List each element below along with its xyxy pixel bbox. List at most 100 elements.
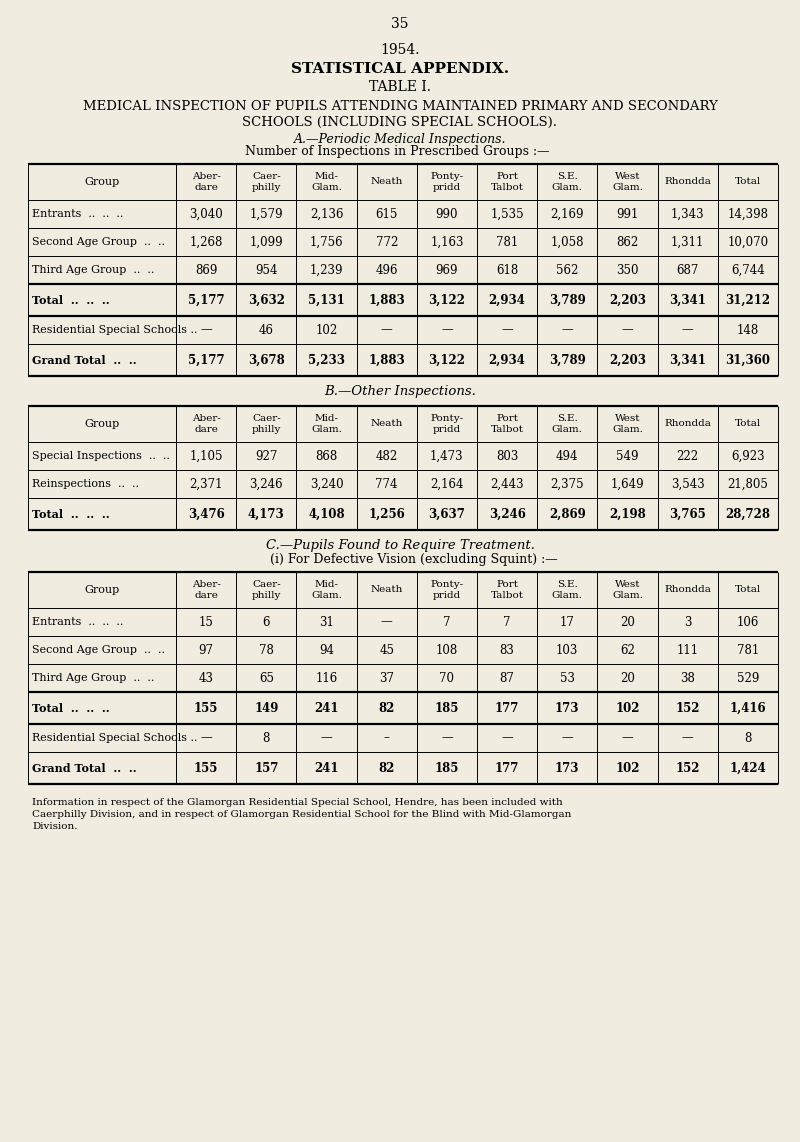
Text: 2,203: 2,203	[609, 293, 646, 306]
Text: 1,105: 1,105	[190, 450, 223, 463]
Text: 31,212: 31,212	[726, 293, 770, 306]
Text: Mid-
Glam.: Mid- Glam.	[311, 580, 342, 600]
Text: 241: 241	[314, 762, 338, 774]
Text: —: —	[682, 732, 694, 745]
Text: 1,256: 1,256	[368, 507, 405, 521]
Text: Aber-
dare: Aber- dare	[192, 415, 221, 434]
Text: 20: 20	[620, 671, 635, 684]
Text: 5,131: 5,131	[308, 293, 345, 306]
Text: 1,883: 1,883	[368, 293, 405, 306]
Text: Port
Talbot: Port Talbot	[490, 172, 524, 192]
Text: STATISTICAL APPENDIX.: STATISTICAL APPENDIX.	[291, 62, 509, 77]
Text: 6,923: 6,923	[731, 450, 765, 463]
Text: 1,239: 1,239	[310, 264, 343, 276]
Text: West
Glam.: West Glam.	[612, 172, 643, 192]
Text: —: —	[200, 323, 212, 337]
Text: 102: 102	[615, 701, 640, 715]
Text: —: —	[562, 323, 573, 337]
Text: 3,476: 3,476	[188, 507, 225, 521]
Text: West
Glam.: West Glam.	[612, 580, 643, 600]
Text: Ponty-
pridd: Ponty- pridd	[430, 580, 463, 600]
Text: 687: 687	[677, 264, 699, 276]
Text: 106: 106	[737, 616, 759, 628]
Text: Grand Total  ..  ..: Grand Total .. ..	[32, 354, 137, 365]
Text: 185: 185	[434, 762, 459, 774]
Text: Total  ..  ..  ..: Total .. .. ..	[32, 295, 110, 306]
Text: —: —	[441, 732, 453, 745]
Text: S.E.
Glam.: S.E. Glam.	[552, 415, 582, 434]
Text: 83: 83	[500, 643, 514, 657]
Text: –: –	[384, 732, 390, 745]
Text: —: —	[562, 732, 573, 745]
Text: 3,789: 3,789	[549, 293, 586, 306]
Text: 3,122: 3,122	[429, 293, 466, 306]
Text: 45: 45	[379, 643, 394, 657]
Text: 8: 8	[262, 732, 270, 745]
Text: 1,311: 1,311	[671, 235, 704, 249]
Text: 3,632: 3,632	[248, 293, 285, 306]
Text: Third Age Group  ..  ..: Third Age Group .. ..	[32, 673, 154, 683]
Text: 37: 37	[379, 671, 394, 684]
Text: 10,070: 10,070	[727, 235, 769, 249]
Text: —: —	[381, 616, 393, 628]
Text: —: —	[622, 323, 634, 337]
Text: 1,649: 1,649	[610, 477, 644, 491]
Text: 2,443: 2,443	[490, 477, 524, 491]
Text: 177: 177	[495, 762, 519, 774]
Text: 7: 7	[443, 616, 450, 628]
Text: 3,789: 3,789	[549, 354, 586, 367]
Text: 482: 482	[375, 450, 398, 463]
Text: 1,424: 1,424	[730, 762, 766, 774]
Text: Mid-
Glam.: Mid- Glam.	[311, 172, 342, 192]
Text: 28,728: 28,728	[726, 507, 770, 521]
Text: 157: 157	[254, 762, 278, 774]
Text: Neath: Neath	[370, 419, 403, 428]
Text: 774: 774	[375, 477, 398, 491]
Text: 173: 173	[555, 701, 579, 715]
Text: —: —	[682, 323, 694, 337]
Text: 185: 185	[434, 701, 459, 715]
Text: 148: 148	[737, 323, 759, 337]
Text: Total: Total	[734, 586, 761, 595]
Text: 2,164: 2,164	[430, 477, 464, 491]
Text: 111: 111	[677, 643, 698, 657]
Text: 241: 241	[314, 701, 338, 715]
Text: 2,934: 2,934	[489, 354, 526, 367]
Text: Residential Special Schools ..: Residential Special Schools ..	[32, 325, 198, 335]
Text: 7: 7	[503, 616, 511, 628]
Text: 78: 78	[259, 643, 274, 657]
Text: 3,246: 3,246	[489, 507, 526, 521]
Text: Residential Special Schools ..: Residential Special Schools ..	[32, 733, 198, 743]
Text: 3,341: 3,341	[670, 293, 706, 306]
Text: Caer-
philly: Caer- philly	[252, 580, 281, 600]
Text: 1954.: 1954.	[380, 43, 420, 57]
Text: 1,058: 1,058	[550, 235, 584, 249]
Text: SCHOOLS (INCLUDING SPECIAL SCHOOLS).: SCHOOLS (INCLUDING SPECIAL SCHOOLS).	[242, 115, 558, 129]
Text: 494: 494	[556, 450, 578, 463]
Text: Rhondda: Rhondda	[664, 419, 711, 428]
Text: Second Age Group  ..  ..: Second Age Group .. ..	[32, 238, 165, 247]
Text: 3,246: 3,246	[250, 477, 283, 491]
Text: B.—Other Inspections.: B.—Other Inspections.	[324, 386, 476, 399]
Text: 102: 102	[615, 762, 640, 774]
Text: Entrants  ..  ..  ..: Entrants .. .. ..	[32, 617, 123, 627]
Text: S.E.
Glam.: S.E. Glam.	[552, 172, 582, 192]
Text: 6: 6	[262, 616, 270, 628]
Text: 991: 991	[616, 208, 638, 220]
Text: Total  ..  ..  ..: Total .. .. ..	[32, 508, 110, 520]
Text: MEDICAL INSPECTION OF PUPILS ATTENDING MAINTAINED PRIMARY AND SECONDARY: MEDICAL INSPECTION OF PUPILS ATTENDING M…	[82, 100, 718, 113]
Text: 3,341: 3,341	[670, 354, 706, 367]
Text: 38: 38	[680, 671, 695, 684]
Text: 222: 222	[677, 450, 698, 463]
Text: 6,744: 6,744	[731, 264, 765, 276]
Text: Caer-
philly: Caer- philly	[252, 415, 281, 434]
Text: 43: 43	[198, 671, 214, 684]
Text: 4,108: 4,108	[308, 507, 345, 521]
Text: 2,869: 2,869	[549, 507, 586, 521]
Text: 549: 549	[616, 450, 638, 463]
Text: 562: 562	[556, 264, 578, 276]
Text: —: —	[502, 323, 513, 337]
Text: 869: 869	[195, 264, 218, 276]
Text: Neath: Neath	[370, 177, 403, 186]
Text: 14,398: 14,398	[727, 208, 768, 220]
